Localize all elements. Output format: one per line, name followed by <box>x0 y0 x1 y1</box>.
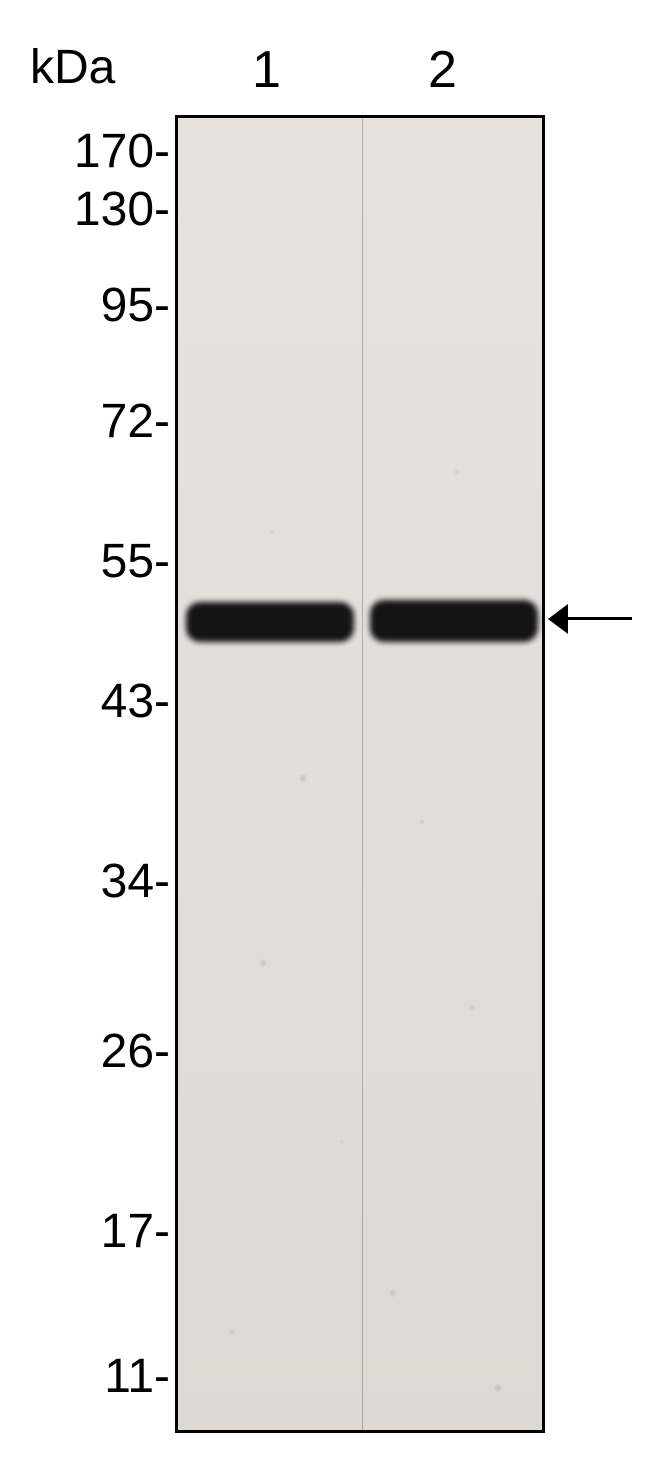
marker-label-34: 34- <box>101 854 170 909</box>
arrow-head-icon <box>548 604 568 634</box>
marker-label-72: 72- <box>101 394 170 449</box>
marker-label-17: 17- <box>101 1204 170 1259</box>
marker-label-130: 130- <box>74 182 170 237</box>
blot-figure: kDa 1 2 170-130- 95- 72- 55- 43- 34- 26- 17- 11- <box>0 0 650 1464</box>
lane-header-2: 2 <box>428 40 457 100</box>
lane-header-1: 1 <box>252 40 281 100</box>
marker-label-26: 26- <box>101 1024 170 1079</box>
marker-label-11: 11- <box>104 1349 170 1404</box>
marker-label-95: 95- <box>101 278 170 333</box>
marker-label-55: 55- <box>101 534 170 589</box>
marker-label-43: 43- <box>101 674 170 729</box>
axis-title: kDa <box>30 40 115 95</box>
arrow-shaft <box>568 617 632 620</box>
marker-label-170: 170- <box>74 124 170 179</box>
blot-frame <box>175 115 545 1433</box>
